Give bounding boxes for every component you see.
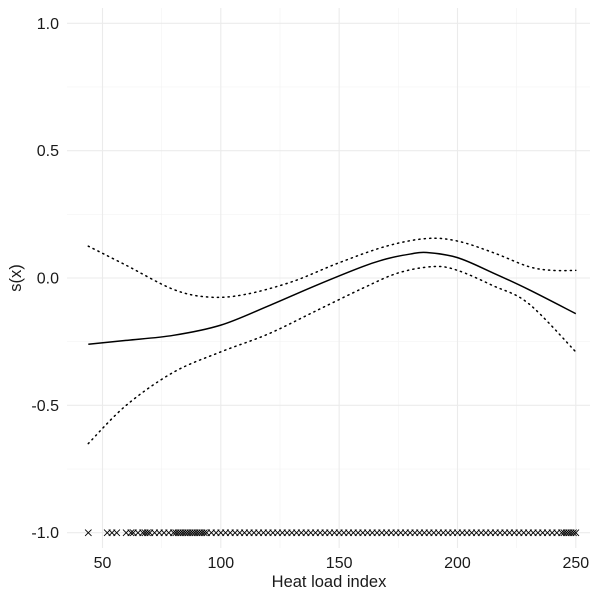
y-tick-label: -0.5: [31, 398, 59, 415]
y-tick-label: 1.0: [37, 16, 59, 33]
x-tick-label: 150: [326, 555, 353, 572]
x-tick-label: 250: [562, 555, 589, 572]
rug-mark: [572, 529, 580, 537]
rug-mark: [200, 529, 208, 537]
x-tick-label: 50: [94, 555, 112, 572]
upper-band-curve: [87, 237, 577, 299]
rug-mark: [143, 529, 151, 537]
lower-band-curve: [87, 265, 577, 445]
rug-mark: [127, 529, 135, 537]
y-tick-label: 0.0: [37, 271, 59, 288]
y-tick-label: -1.0: [31, 525, 59, 542]
rug-mark: [84, 529, 92, 537]
y-tick-label: 0.5: [37, 143, 59, 160]
rug-mark: [113, 529, 121, 537]
rug-layer: [84, 529, 580, 537]
y-axis-title: s(x): [7, 264, 25, 292]
x-axis-title: Heat load index: [272, 573, 387, 591]
y-tick-labels: 1.0 0.5 0.0 -0.5 -1.0: [31, 16, 59, 542]
x-tick-label: 200: [444, 555, 471, 572]
grid-layer: [67, 8, 590, 548]
x-tick-labels: 50 100 150 200 250: [94, 555, 590, 572]
series-layer: [87, 237, 577, 445]
x-tick-label: 100: [207, 555, 234, 572]
fit-curve: [88, 251, 577, 345]
rug-mark: [569, 529, 577, 537]
